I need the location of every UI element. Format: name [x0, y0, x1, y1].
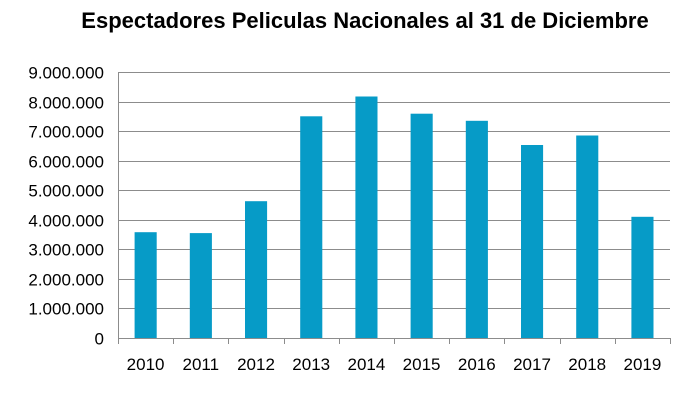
y-tick-label: 7.000.000 — [28, 123, 104, 142]
bar-2019 — [631, 216, 654, 338]
bar-2012 — [245, 201, 268, 338]
chart-title: Espectadores Peliculas Nacionales al 31 … — [81, 8, 649, 33]
bar-2015 — [410, 113, 433, 338]
x-tick-label: 2012 — [237, 355, 275, 374]
y-tick-label: 2.000.000 — [28, 271, 104, 290]
y-tick-label: 5.000.000 — [28, 182, 104, 201]
x-tick-label: 2015 — [403, 355, 441, 374]
x-tick-label: 2016 — [458, 355, 496, 374]
bar-2013 — [300, 116, 323, 338]
y-tick-label: 4.000.000 — [28, 212, 104, 231]
y-tick-label: 8.000.000 — [28, 94, 104, 113]
bar-2018 — [576, 135, 599, 338]
x-tick-label: 2014 — [347, 355, 385, 374]
bar-2010 — [134, 232, 157, 338]
x-tick-label: 2010 — [127, 355, 165, 374]
x-tick-label: 2019 — [623, 355, 661, 374]
x-tick-label: 2013 — [292, 355, 330, 374]
bar-2011 — [189, 233, 212, 338]
y-tick-label: 0 — [95, 330, 104, 349]
x-tick-label: 2018 — [568, 355, 606, 374]
y-tick-label: 6.000.000 — [28, 153, 104, 172]
y-tick-label: 1.000.000 — [28, 300, 104, 319]
x-tick-label: 2017 — [513, 355, 551, 374]
x-tick-label: 2011 — [183, 355, 220, 374]
y-tick-label: 3.000.000 — [28, 241, 104, 260]
bar-2016 — [465, 120, 488, 338]
bar-2017 — [521, 145, 544, 338]
bar-2014 — [355, 96, 378, 338]
y-tick-label: 9.000.000 — [28, 64, 104, 83]
